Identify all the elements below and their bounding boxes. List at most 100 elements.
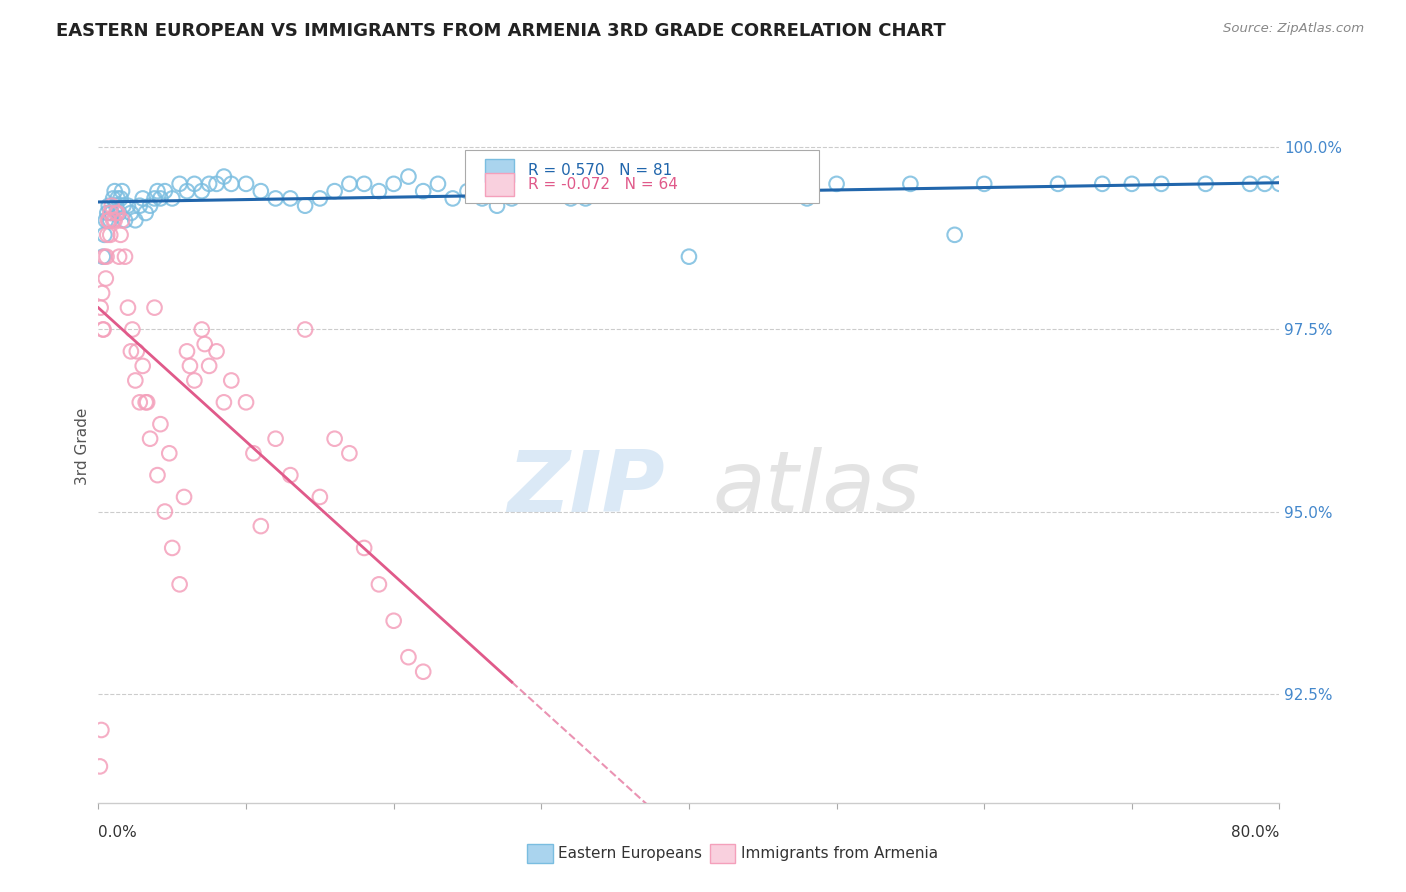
Point [1046,177,1069,191]
Point [114,213,136,227]
Point [112,199,135,213]
Point [90,723,112,737]
Point [108,250,131,264]
Point [128,395,150,409]
Text: atlas: atlas [713,447,921,531]
Point [294,322,316,336]
Point [136,395,159,409]
Point [633,177,655,191]
Text: EASTERN EUROPEAN VS IMMIGRANTS FROM ARMENIA 3RD GRADE CORRELATION CHART: EASTERN EUROPEAN VS IMMIGRANTS FROM ARME… [56,22,946,40]
Point [194,337,217,351]
Point [94,213,117,227]
Point [179,359,201,373]
Point [973,177,995,191]
Point [98,227,121,242]
Text: 80.0%: 80.0% [1232,825,1279,840]
Point [121,322,143,336]
Point [107,191,129,205]
Point [574,191,596,205]
Point [103,213,125,227]
Point [605,177,627,191]
Point [139,199,162,213]
Bar [485,159,515,182]
Point [135,395,157,409]
Point [117,301,139,315]
Point [176,184,198,198]
Point [169,577,191,591]
Point [94,271,117,285]
Point [339,446,360,460]
Point [323,184,346,198]
Point [97,213,120,227]
Point [98,213,121,227]
Point [707,177,730,191]
Point [516,177,538,191]
Text: 0.0%: 0.0% [98,825,138,840]
Bar [485,173,515,195]
Point [278,191,302,205]
Point [212,395,235,409]
Point [323,432,346,446]
Point [412,665,434,679]
Point [103,191,125,205]
Text: Immigrants from Armenia: Immigrants from Armenia [741,847,938,861]
Point [132,191,155,205]
Point [153,504,176,518]
Point [149,191,172,205]
Point [124,213,146,227]
Y-axis label: 3rd Grade: 3rd Grade [75,408,90,484]
Point [560,191,582,205]
Point [162,191,183,205]
Point [96,227,118,242]
Point [98,206,121,220]
Text: Source: ZipAtlas.com: Source: ZipAtlas.com [1223,22,1364,36]
Point [1195,177,1218,191]
Point [309,191,332,205]
Point [678,184,700,198]
Point [589,184,612,198]
Point [427,177,450,191]
Point [105,199,128,213]
Point [546,184,568,198]
Point [242,446,264,460]
Point [486,199,509,213]
Point [176,344,198,359]
Point [205,177,228,191]
Point [530,177,553,191]
Point [107,206,129,220]
Point [471,191,494,205]
Point [146,468,169,483]
Point [412,184,434,198]
Point [149,417,172,432]
Point [117,199,139,213]
Point [90,301,112,315]
Point [1254,177,1277,191]
Text: ZIP: ZIP [508,447,665,531]
Point [120,206,142,220]
Point [132,359,155,373]
Point [198,177,221,191]
Point [93,227,115,242]
Point [91,250,114,264]
FancyBboxPatch shape [464,150,818,203]
Point [353,177,375,191]
Point [221,374,243,388]
Point [1091,177,1114,191]
Point [368,184,391,198]
Point [441,191,464,205]
Point [162,541,183,555]
Point [382,177,405,191]
Point [264,191,287,205]
Text: R = -0.072   N = 64: R = -0.072 N = 64 [529,177,678,192]
Point [169,177,191,191]
Point [1150,177,1173,191]
Point [183,177,205,191]
Point [89,759,111,773]
Point [135,206,157,220]
Point [205,344,228,359]
Point [96,250,118,264]
Point [396,650,419,665]
Point [93,250,115,264]
Point [943,227,966,242]
Point [100,199,122,213]
